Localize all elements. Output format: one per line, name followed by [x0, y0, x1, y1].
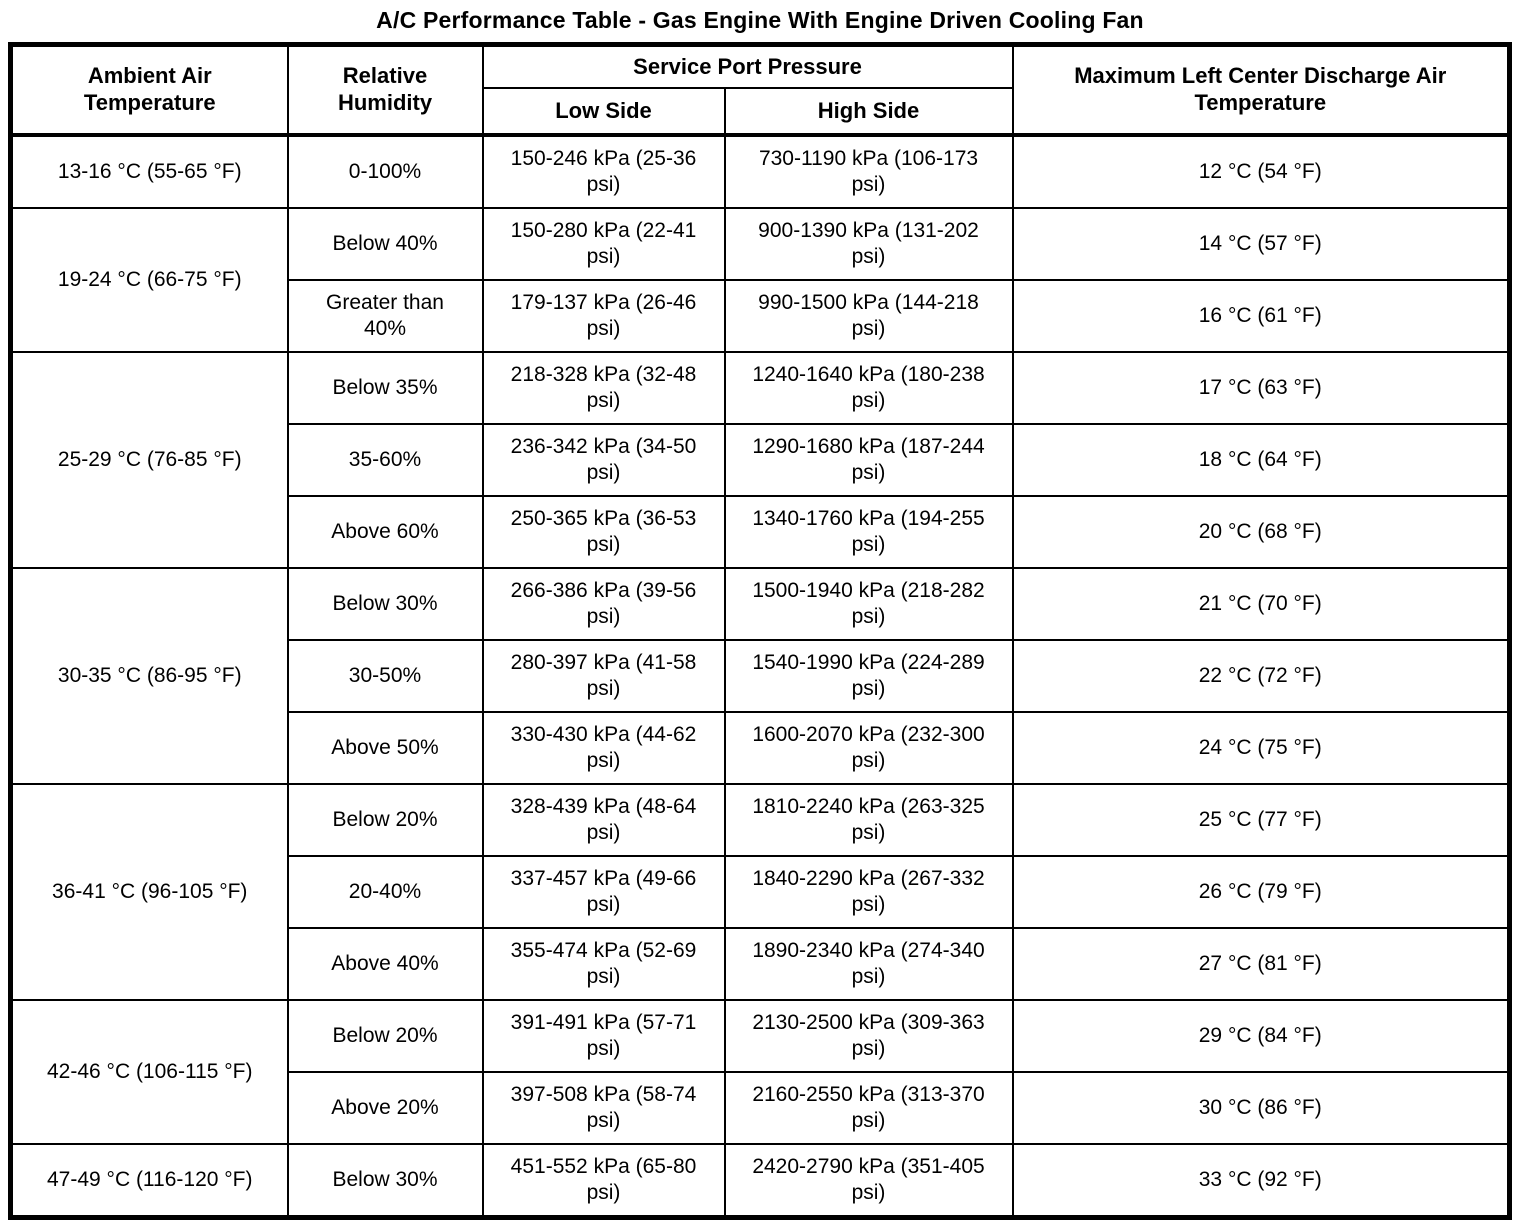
table-row: 20-40% 337-457 kPa (49-66 psi) 1840-2290 k…: [11, 855, 1511, 929]
ambient-cell: 13-16 °C (55-65 °F): [9, 134, 289, 209]
low-side-cell: 150-246 kPa (25-36 psi): [481, 134, 726, 209]
humidity-cell: 0-100%: [286, 134, 484, 209]
high-side-cell: 2160-2550 kPa (313-370 psi): [723, 1071, 1014, 1145]
table-row: 42-46 °C (106-115 °F) Below 20% 391-491 kP…: [9, 999, 1511, 1145]
humidity-cell: Below 20%: [286, 783, 484, 857]
table-row: 36-41 °C (96-105 °F) Below 20% 328-439 kPa…: [9, 783, 1511, 1001]
discharge-cell: 27 °C (81 °F): [1011, 927, 1511, 1001]
table-row: 13-16 °C (55-65 °F) 0-100% 150-246 kPa (25…: [9, 134, 1511, 209]
high-side-cell: 730-1190 kPa (106-173 psi): [723, 134, 1014, 209]
humidity-cell: Above 40%: [286, 927, 484, 1001]
discharge-cell: 18 °C (64 °F): [1011, 423, 1511, 497]
ambient-cell: 19-24 °C (66-75 °F): [9, 207, 289, 353]
low-side-cell: 328-439 kPa (48-64 psi): [481, 783, 726, 857]
high-side-cell: 1340-1760 kPa (194-255 psi): [723, 495, 1014, 569]
humidity-cell: 20-40%: [286, 855, 484, 929]
table-row: 47-49 °C (116-120 °F) Below 30% 451-552 kP…: [9, 1143, 1511, 1219]
low-side-cell: 150-280 kPa (22-41 psi): [481, 207, 726, 281]
low-side-cell: 218-328 kPa (32-48 psi): [481, 351, 726, 425]
table-row: Above 20% 397-508 kPa (58-74 psi) 2160-255…: [11, 1071, 1511, 1145]
humidity-cell: 35-60%: [286, 423, 484, 497]
high-side-cell: 2420-2790 kPa (351-405 psi): [723, 1143, 1014, 1219]
low-side-cell: 280-397 kPa (41-58 psi): [481, 639, 726, 713]
table-row: Above 60% 250-365 kPa (36-53 psi) 1340-176…: [11, 495, 1511, 569]
low-side-cell: 391-491 kPa (57-71 psi): [481, 999, 726, 1073]
high-side-cell: 1890-2340 kPa (274-340 psi): [723, 927, 1014, 1001]
table-row: 25-29 °C (76-85 °F) Below 35% 218-328 kPa …: [9, 351, 1511, 569]
table-row: Greater than 40% 179-137 kPa (26-46 psi) 9…: [11, 279, 1511, 353]
table-row: 35-60% 236-342 kPa (34-50 psi) 1290-1680 k…: [11, 423, 1511, 497]
page-title: A/C Performance Table - Gas Engine With …: [376, 7, 1144, 33]
high-side-cell: 1500-1940 kPa (218-282 psi): [723, 567, 1014, 641]
table-header: Ambient Air Temperature Relative Humidit…: [9, 43, 1511, 136]
discharge-cell: 12 °C (54 °F): [1011, 134, 1511, 209]
header-service-port-pressure: Service Port Pressure: [481, 43, 1014, 89]
humidity-cell: Below 35%: [286, 351, 484, 425]
header-ambient-air-temperature: Ambient Air Temperature: [9, 43, 289, 136]
high-side-cell: 900-1390 kPa (131-202 psi): [723, 207, 1014, 281]
header-high-side: High Side: [723, 87, 1014, 136]
ambient-cell: 36-41 °C (96-105 °F): [9, 783, 289, 1001]
high-side-cell: 1840-2290 kPa (267-332 psi): [723, 855, 1014, 929]
humidity-cell: Above 50%: [286, 711, 484, 785]
discharge-cell: 20 °C (68 °F): [1011, 495, 1511, 569]
humidity-cell: 30-50%: [286, 639, 484, 713]
header-max-discharge-air-temperature: Maximum Left Center Discharge Air Temper…: [1011, 43, 1511, 136]
discharge-cell: 16 °C (61 °F): [1011, 279, 1511, 353]
table-row: 30-35 °C (86-95 °F) Below 30% 266-386 kPa …: [9, 567, 1511, 785]
high-side-cell: 2130-2500 kPa (309-363 psi): [723, 999, 1014, 1073]
high-side-cell: 990-1500 kPa (144-218 psi): [723, 279, 1014, 353]
high-side-cell: 1600-2070 kPa (232-300 psi): [723, 711, 1014, 785]
table-row: Above 50% 330-430 kPa (44-62 psi) 1600-207…: [11, 711, 1511, 785]
table-row: Above 40% 355-474 kPa (52-69 psi) 1890-234…: [11, 927, 1511, 1001]
ambient-cell: 25-29 °C (76-85 °F): [9, 351, 289, 569]
table-row: 19-24 °C (66-75 °F) Below 40% 150-280 kPa …: [9, 207, 1511, 353]
discharge-cell: 33 °C (92 °F): [1011, 1143, 1511, 1219]
low-side-cell: 337-457 kPa (49-66 psi): [481, 855, 726, 929]
low-side-cell: 451-552 kPa (65-80 psi): [481, 1143, 726, 1219]
low-side-cell: 250-365 kPa (36-53 psi): [481, 495, 726, 569]
high-side-cell: 1290-1680 kPa (187-244 psi): [723, 423, 1014, 497]
low-side-cell: 330-430 kPa (44-62 psi): [481, 711, 726, 785]
discharge-cell: 21 °C (70 °F): [1011, 567, 1511, 641]
discharge-cell: 30 °C (86 °F): [1011, 1071, 1511, 1145]
header-relative-humidity: Relative Humidity: [286, 43, 484, 136]
discharge-cell: 26 °C (79 °F): [1011, 855, 1511, 929]
humidity-cell: Below 30%: [286, 1143, 484, 1219]
humidity-cell: Below 30%: [286, 567, 484, 641]
high-side-cell: 1540-1990 kPa (224-289 psi): [723, 639, 1014, 713]
discharge-cell: 17 °C (63 °F): [1011, 351, 1511, 425]
low-side-cell: 397-508 kPa (58-74 psi): [481, 1071, 726, 1145]
ambient-cell: 30-35 °C (86-95 °F): [9, 567, 289, 785]
header-row-sub: Low Side High Side: [11, 87, 1510, 136]
ambient-cell: 42-46 °C (106-115 °F): [9, 999, 289, 1145]
high-side-cell: 1240-1640 kPa (180-238 psi): [723, 351, 1014, 425]
table-row: 30-50% 280-397 kPa (41-58 psi) 1540-1990 k…: [11, 639, 1511, 713]
low-side-cell: 236-342 kPa (34-50 psi): [481, 423, 726, 497]
discharge-cell: 22 °C (72 °F): [1011, 639, 1511, 713]
low-side-cell: 355-474 kPa (52-69 psi): [481, 927, 726, 1001]
high-side-cell: 1810-2240 kPa (263-325 psi): [723, 783, 1014, 857]
humidity-cell: Above 20%: [286, 1071, 484, 1145]
discharge-cell: 14 °C (57 °F): [1011, 207, 1511, 281]
ac-performance-table: Ambient Air Temperature Relative Humidit…: [8, 42, 1512, 1220]
humidity-cell: Above 60%: [286, 495, 484, 569]
humidity-cell: Greater than 40%: [286, 279, 484, 353]
humidity-cell: Below 40%: [286, 207, 484, 281]
header-row-top: Ambient Air Temperature Relative Humidit…: [9, 43, 1511, 136]
humidity-cell: Below 20%: [286, 999, 484, 1073]
low-side-cell: 179-137 kPa (26-46 psi): [481, 279, 726, 353]
header-low-side: Low Side: [481, 87, 726, 136]
ambient-cell: 47-49 °C (116-120 °F): [9, 1143, 289, 1219]
table-body: 13-16 °C (55-65 °F) 0-100% 150-246 kPa (25…: [9, 134, 1511, 1219]
discharge-cell: 25 °C (77 °F): [1011, 783, 1511, 857]
discharge-cell: 29 °C (84 °F): [1011, 999, 1511, 1073]
low-side-cell: 266-386 kPa (39-56 psi): [481, 567, 726, 641]
discharge-cell: 24 °C (75 °F): [1011, 711, 1511, 785]
